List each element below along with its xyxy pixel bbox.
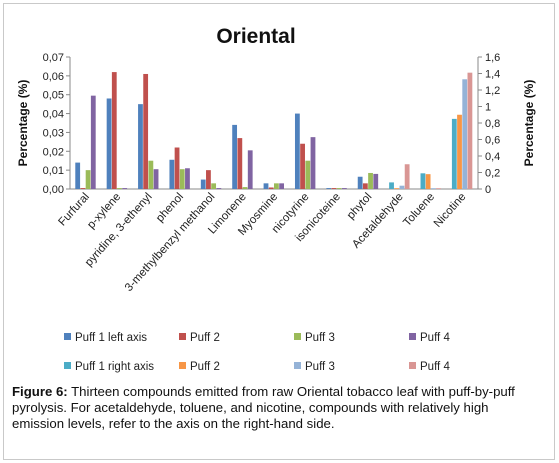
chart-title: Oriental [216, 25, 295, 48]
right-tick-label: 1,2 [485, 85, 500, 97]
bar [467, 72, 473, 189]
bar [185, 168, 190, 189]
bar [425, 174, 431, 189]
bar [179, 169, 185, 189]
bar [310, 137, 316, 189]
bar [153, 169, 159, 189]
bar [389, 182, 394, 189]
legend-label: Puff 2 [190, 361, 220, 373]
x-tick-label: Nicotine [432, 191, 469, 230]
legend-swatch [64, 362, 71, 369]
legend-label: Puff 2 [190, 332, 220, 344]
right-tick-label: 0 [485, 184, 491, 196]
bar [206, 170, 211, 189]
right-tick-label: 1 [485, 102, 491, 114]
right-tick-label: 1,4 [485, 69, 500, 81]
caption-label: Figure 6: [12, 384, 68, 399]
bar [300, 143, 305, 189]
legend-swatch [294, 333, 301, 340]
bar [341, 188, 347, 189]
bar [148, 160, 154, 189]
legend-swatch [409, 333, 416, 340]
bar [143, 73, 149, 189]
bar [237, 138, 243, 189]
bar [174, 147, 180, 189]
bar [336, 188, 342, 189]
bar [305, 160, 311, 189]
bar [138, 104, 143, 189]
bar [326, 188, 332, 189]
bar [279, 183, 284, 189]
left-tick-label: 0,06 [43, 71, 64, 83]
left-tick-label: 0,05 [43, 90, 64, 102]
bar [331, 188, 337, 189]
left-tick-label: 0,04 [43, 109, 64, 121]
legend-swatch [409, 362, 416, 369]
bar [90, 95, 96, 189]
legend-label: Puff 1 right axis [75, 361, 154, 373]
x-tick-label: Toluene [401, 191, 437, 229]
legend-swatch [64, 333, 71, 340]
bar [169, 159, 175, 189]
bar [232, 124, 238, 189]
bar [247, 150, 253, 189]
bar [404, 164, 410, 189]
figure-caption: Figure 6: Thirteen compounds emitted fro… [12, 384, 544, 432]
left-tick-label: 0,01 [43, 165, 64, 177]
left-tick-label: 0,07 [43, 52, 64, 64]
bar [200, 179, 206, 189]
bar [357, 176, 363, 189]
right-tick-label: 0,6 [485, 135, 500, 147]
bar [106, 98, 112, 189]
legend-swatch [179, 362, 186, 369]
bar [399, 185, 405, 189]
figure-frame: Oriental 0,00 0,01 0,02 0,03 0,04 0,05 0,06 0,07… [3, 3, 555, 460]
bar [80, 188, 86, 189]
chart-area: Oriental 0,00 0,01 0,02 0,03 0,04 0,05 0,06 0,07… [4, 4, 556, 380]
left-tick-label: 0,02 [43, 146, 64, 158]
right-tick-label: 1,6 [485, 52, 500, 64]
bar [242, 187, 248, 189]
bar [117, 188, 122, 189]
right-tick-label: 0,2 [485, 168, 500, 180]
bar [85, 170, 91, 189]
bar [274, 183, 279, 189]
caption-text: Thirteen compounds emitted from raw Orie… [12, 384, 515, 431]
bar [368, 172, 373, 189]
x-tick-label: phytol [345, 191, 374, 222]
legend-label: Puff 3 [305, 361, 335, 373]
bar [420, 173, 426, 189]
legend-label: Puff 4 [420, 332, 450, 344]
bar [263, 183, 269, 189]
right-tick-label: 0,4 [485, 151, 500, 163]
legend-swatch [179, 333, 186, 340]
bar [436, 188, 441, 189]
bar [451, 118, 457, 190]
left-axis-title: Percentage (%) [16, 80, 30, 167]
bar [457, 114, 462, 189]
bar [211, 183, 217, 189]
x-tick-label: phenol [154, 191, 186, 225]
bar [430, 188, 436, 189]
bar [462, 79, 468, 189]
bar [373, 173, 379, 189]
bar [75, 162, 81, 189]
left-tick-label: 0,00 [43, 184, 64, 196]
legend-label: Puff 4 [420, 361, 450, 373]
bar [122, 188, 128, 189]
bar-chart: Oriental 0,00 0,01 0,02 0,03 0,04 0,05 0,06 0,07… [16, 25, 536, 373]
legend-label: Puff 1 left axis [75, 332, 147, 344]
bar [111, 72, 117, 189]
left-tick-label: 0,03 [43, 127, 64, 139]
bar [394, 188, 400, 189]
right-axis-title: Percentage (%) [522, 80, 536, 167]
legend-swatch [294, 362, 301, 369]
legend-label: Puff 3 [305, 332, 335, 344]
bar [362, 183, 368, 189]
right-tick-label: 0,8 [485, 118, 500, 130]
bar [216, 188, 222, 189]
bar [294, 113, 300, 189]
bar [268, 187, 274, 189]
